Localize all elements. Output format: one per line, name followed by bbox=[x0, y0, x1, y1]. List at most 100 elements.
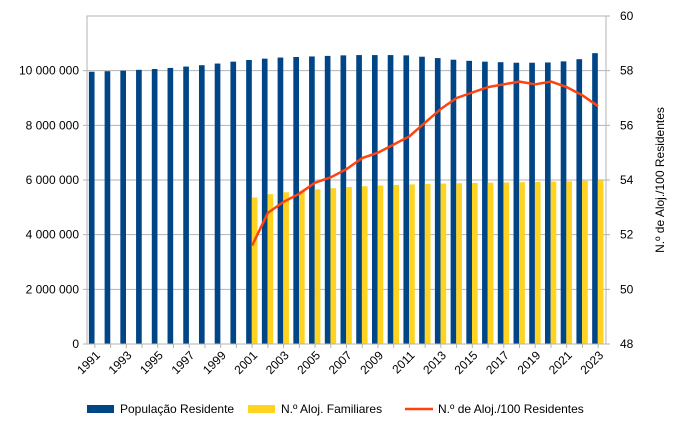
bar-populacao bbox=[309, 56, 315, 344]
bar-populacao bbox=[261, 58, 268, 344]
legend-label: População Residente bbox=[120, 402, 234, 416]
bar-alojamentos bbox=[487, 182, 494, 344]
bar-populacao bbox=[198, 65, 205, 344]
bar-populacao bbox=[230, 61, 237, 344]
legend-item-ratio: N.º de Aloj./100 Residentes bbox=[405, 402, 584, 416]
x-tick-label: 2009 bbox=[357, 348, 386, 377]
bar-alojamentos bbox=[566, 181, 573, 344]
legend-swatch bbox=[87, 405, 114, 413]
bar-alojamentos bbox=[424, 183, 431, 344]
bar-alojamentos bbox=[472, 183, 478, 344]
bar-populacao bbox=[183, 66, 189, 345]
bar-alojamentos bbox=[299, 190, 305, 344]
y2-tick-label: 50 bbox=[620, 282, 634, 296]
legend-item-populacao: População Residente bbox=[87, 402, 234, 416]
bar-populacao bbox=[214, 63, 221, 345]
x-tick-label: 2017 bbox=[483, 348, 512, 377]
line-alojamentos-por-100 bbox=[250, 80, 599, 247]
bar-populacao bbox=[293, 57, 300, 344]
y-tick-label: 2 000 000 bbox=[26, 282, 80, 296]
y-tick-label: 6 000 000 bbox=[26, 173, 80, 187]
bar-populacao bbox=[324, 55, 331, 344]
x-tick-label: 2001 bbox=[231, 348, 260, 377]
y-tick-label: 0 bbox=[72, 337, 79, 351]
bar-populacao bbox=[340, 55, 347, 345]
x-tick-label: 1999 bbox=[200, 348, 229, 377]
x-tick-label: 1991 bbox=[74, 348, 103, 377]
bars bbox=[88, 53, 604, 345]
legend: População Residente N.º Aloj. Familiares N… bbox=[87, 402, 584, 416]
bar-populacao bbox=[560, 61, 567, 345]
y2-tick-label: 52 bbox=[620, 228, 634, 242]
bar-alojamentos bbox=[314, 189, 321, 344]
y-tick-label: 4 000 000 bbox=[26, 228, 80, 242]
x-tick-label: 2023 bbox=[577, 348, 606, 377]
bar-populacao bbox=[356, 55, 362, 344]
x-tick-label: 2011 bbox=[389, 348, 417, 376]
bar-populacao bbox=[434, 58, 441, 345]
bar-alojamentos bbox=[582, 180, 588, 344]
bar-populacao bbox=[592, 53, 598, 344]
bar-alojamentos bbox=[409, 184, 415, 344]
bar-populacao bbox=[466, 60, 473, 345]
y2-tick-label: 56 bbox=[620, 118, 634, 132]
bar-populacao bbox=[167, 67, 174, 344]
x-tick-label: 1993 bbox=[106, 348, 135, 377]
bar-alojamentos bbox=[377, 185, 384, 344]
bar-populacao bbox=[544, 62, 551, 344]
x-tick-label: 2021 bbox=[546, 348, 575, 377]
x-tick-label: 2019 bbox=[515, 348, 544, 377]
bar-populacao bbox=[450, 59, 457, 344]
legend-label: N.º de Aloj./100 Residentes bbox=[438, 402, 584, 416]
bar-populacao bbox=[277, 57, 284, 345]
bar-populacao bbox=[120, 70, 127, 345]
y2-tick-label: 54 bbox=[620, 173, 634, 187]
y2-axis-ticks: 48 50 52 54 56 58 60 bbox=[606, 9, 634, 351]
bar-alojamentos bbox=[503, 182, 510, 344]
y-axis-ticks: 0 2 000 000 4 000 000 6 000 000 8 000 000 10 … bbox=[19, 64, 87, 351]
bar-populacao bbox=[497, 62, 504, 345]
bar-populacao bbox=[403, 55, 410, 345]
bar-populacao bbox=[136, 69, 142, 344]
bar-populacao bbox=[419, 56, 425, 345]
legend-item-alojamentos: N.º Aloj. Familiares bbox=[248, 402, 382, 416]
x-tick-label: 2013 bbox=[420, 348, 449, 377]
bar-alojamentos bbox=[440, 183, 447, 344]
bar-populacao bbox=[371, 55, 378, 344]
y2-axis-title: N.º de Aloj./100 Residentes bbox=[653, 107, 667, 253]
x-tick-label: 1995 bbox=[137, 348, 166, 377]
y-tick-label: 10 000 000 bbox=[19, 64, 79, 78]
y-tick-label: 8 000 000 bbox=[26, 118, 80, 132]
x-tick-label: 2015 bbox=[452, 348, 481, 377]
bar-alojamentos bbox=[550, 181, 557, 344]
bar-populacao bbox=[246, 60, 252, 345]
bar-alojamentos bbox=[346, 187, 352, 344]
legend-swatch bbox=[248, 405, 275, 413]
bar-alojamentos bbox=[267, 194, 274, 344]
bar-alojamentos bbox=[519, 182, 525, 344]
bar-populacao bbox=[387, 55, 394, 344]
bar-alojamentos bbox=[330, 188, 337, 344]
y2-tick-label: 60 bbox=[620, 9, 634, 23]
legend-label: N.º Aloj. Familiares bbox=[281, 402, 382, 416]
y2-tick-label: 48 bbox=[620, 337, 634, 351]
bar-alojamentos bbox=[361, 186, 368, 344]
y2-tick-label: 58 bbox=[620, 64, 634, 78]
x-tick-label: 2003 bbox=[263, 348, 292, 377]
bar-populacao bbox=[529, 62, 535, 345]
x-axis-ticks: 1991 1993 1995 1997 1999 2001 2003 2005 2007 2009… bbox=[74, 344, 606, 377]
bar-alojamentos bbox=[251, 197, 258, 344]
line-series bbox=[250, 80, 599, 247]
x-tick-label: 2007 bbox=[326, 348, 355, 377]
bar-populacao bbox=[482, 61, 488, 344]
bar-populacao bbox=[513, 62, 520, 345]
x-tick-label: 1997 bbox=[169, 348, 198, 377]
bar-alojamentos bbox=[597, 180, 604, 344]
bar-populacao bbox=[104, 71, 111, 345]
bar-alojamentos bbox=[283, 192, 289, 344]
bar-populacao bbox=[151, 69, 158, 344]
bar-populacao bbox=[88, 71, 95, 344]
x-tick-label: 2005 bbox=[294, 348, 323, 377]
